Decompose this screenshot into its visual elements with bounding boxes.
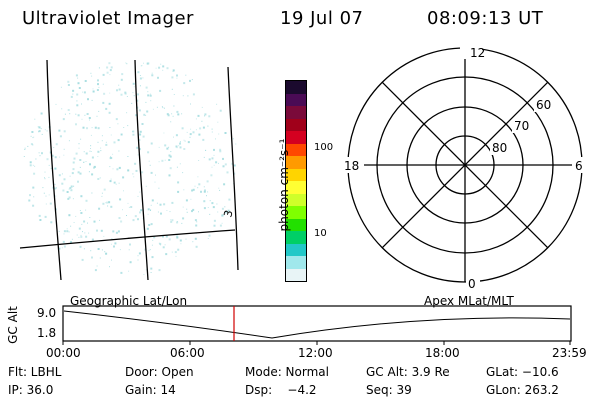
polar-lat-label-60: 60	[536, 98, 551, 112]
mode-label: Mode: Normal	[245, 365, 329, 379]
timeline-frame	[62, 305, 572, 342]
longitude-line-3	[227, 66, 239, 271]
polar-label-left: 18	[344, 159, 359, 173]
colorbar-segment	[286, 206, 306, 219]
polar-lat-label-70: 70	[514, 119, 529, 133]
dsp-label: Dsp: −4.2	[245, 383, 317, 397]
timeline-ytick-low: 1.8	[37, 326, 57, 340]
colorbar-unit-label: photon cm⁻²s⁻¹	[277, 138, 291, 232]
colorbar	[285, 80, 307, 282]
ip-label: IP: 36.0	[8, 383, 54, 397]
colorbar-segment	[286, 93, 306, 106]
polar-lat-label-80: 80	[492, 141, 507, 155]
colorbar-segment	[286, 193, 306, 206]
timeline-ylabel: GC Alt	[5, 306, 20, 344]
colorbar-segment	[286, 243, 306, 256]
colorbar-segment	[286, 81, 306, 94]
uv-noise-layer	[23, 62, 237, 275]
colorbar-segment	[286, 268, 306, 281]
colorbar-segment	[286, 106, 306, 119]
colorbar-segment	[286, 231, 306, 244]
glon-label: GLon: 263.2	[486, 383, 559, 397]
altitude-timeline[interactable]	[62, 305, 572, 345]
altitude-curve	[63, 310, 571, 339]
time-label: 08:09:13 UT	[427, 8, 544, 29]
longitude-line-2	[134, 59, 149, 281]
seq-label: Seq: 39	[366, 383, 412, 397]
polar-label-top: 12	[470, 46, 485, 60]
colorbar-segment	[286, 131, 306, 144]
longitude-line-1	[46, 59, 62, 281]
grid-label: 3	[221, 209, 235, 219]
latitude-line	[19, 229, 236, 249]
app-title: Ultraviolet Imager	[22, 8, 194, 29]
colorbar-segment	[286, 181, 306, 194]
colorbar-tick-10: 10	[314, 228, 327, 239]
polar-plot[interactable]: 12 18 6 0 60 70 80	[340, 45, 590, 290]
colorbar-segment	[286, 118, 306, 131]
door-label: Door: Open	[125, 365, 194, 379]
geographic-label: Geographic Lat/Lon	[70, 294, 188, 308]
polar-diagonal-2	[381, 81, 549, 249]
colorbar-tick-100: 100	[314, 142, 334, 153]
polar-label-bottom: 0	[468, 277, 476, 290]
date-label: 19 Jul 07	[280, 8, 364, 29]
apex-label: Apex MLat/MLT	[424, 294, 514, 308]
gc-alt-label: GC Alt: 3.9 Re	[366, 365, 450, 379]
polar-label-right: 6	[575, 159, 583, 173]
flt-label: Flt: LBHL	[8, 365, 62, 379]
colorbar-segment	[286, 218, 306, 231]
colorbar-segment	[286, 143, 306, 156]
timeline-xtick-1: 06:00	[170, 346, 205, 360]
glat-label: GLat: −10.6	[486, 365, 559, 379]
colorbar-segment	[286, 256, 306, 269]
timeline-xtick-0: 00:00	[46, 346, 81, 360]
timeline-ytick-high: 9.0	[37, 306, 57, 320]
gain-label: Gain: 14	[125, 383, 176, 397]
colorbar-segment	[286, 156, 306, 169]
uv-image-panel[interactable]: 3	[15, 55, 245, 285]
timeline-xtick-4: 23:59	[552, 346, 587, 360]
timeline-xtick-3: 18:00	[425, 346, 460, 360]
colorbar-segment	[286, 168, 306, 181]
timeline-xtick-2: 12:00	[298, 346, 333, 360]
